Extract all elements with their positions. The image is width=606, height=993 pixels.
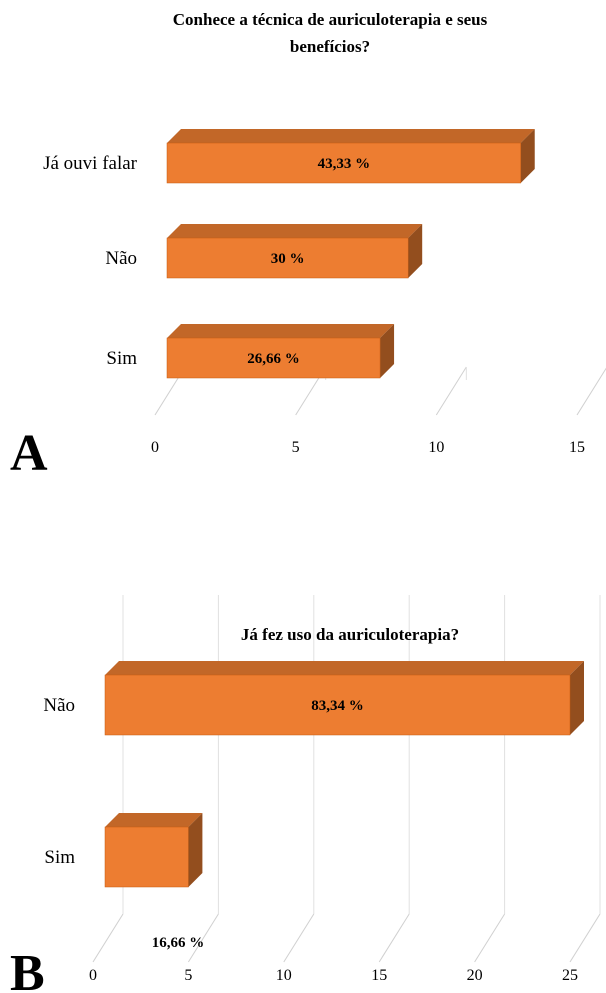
bar-side-face xyxy=(380,324,395,378)
bar-top-face xyxy=(105,661,584,675)
panel-label: B xyxy=(10,945,45,993)
bar xyxy=(166,237,409,279)
bar-side-face xyxy=(570,661,584,735)
tick-label: 20 xyxy=(467,967,483,984)
bar-top-face xyxy=(167,324,395,338)
gridline-diagonal xyxy=(569,913,601,963)
category-label: Não xyxy=(43,695,75,716)
bar-top-face xyxy=(167,224,423,238)
tick-label: 15 xyxy=(569,439,585,456)
bar xyxy=(104,674,571,736)
tick-label: 0 xyxy=(151,439,159,456)
tick-label: 10 xyxy=(428,439,444,456)
data-label: 16,66 % xyxy=(152,935,205,951)
chart-a: Conhece a técnica de auriculoterapia e s… xyxy=(10,10,606,482)
tick-label: 10 xyxy=(276,967,292,984)
bar xyxy=(166,337,381,379)
chart-title: benefícios? xyxy=(290,37,370,56)
bar-top-face xyxy=(105,813,203,827)
bar-side-face xyxy=(188,813,203,887)
gridline-diagonal xyxy=(187,913,219,963)
chart-title: Conhece a técnica de auriculoterapia e s… xyxy=(173,10,488,29)
tick-label: 15 xyxy=(371,967,387,984)
bar-side-face xyxy=(408,224,423,278)
tick-label: 25 xyxy=(562,967,578,984)
chart-b: Já fez uso da auriculoterapia? Não 83,34 %… xyxy=(10,595,601,993)
data-label: 30 % xyxy=(271,251,305,267)
gridline-diagonal xyxy=(474,913,506,963)
gridline-diagonal xyxy=(378,913,410,963)
gridline-diagonal xyxy=(435,366,467,416)
tick-label: 5 xyxy=(292,439,300,456)
gridline-diagonal xyxy=(92,913,124,963)
data-label: 26,66 % xyxy=(247,351,300,367)
category-label: Já ouvi falar xyxy=(43,153,138,174)
bar-side-face xyxy=(520,129,535,183)
tick-label: 5 xyxy=(184,967,192,984)
category-label: Não xyxy=(105,248,137,269)
data-label: 43,33 % xyxy=(318,156,371,172)
bar-top-face xyxy=(167,129,535,143)
tick-label: 0 xyxy=(89,967,97,984)
bar xyxy=(104,826,189,888)
gridline-diagonal xyxy=(283,913,315,963)
bar xyxy=(166,142,521,184)
chart-title: Já fez uso da auriculoterapia? xyxy=(241,625,459,644)
gridline-diagonal xyxy=(576,367,606,416)
data-label: 83,34 % xyxy=(311,698,364,714)
panel-label: A xyxy=(10,425,48,482)
category-label: Sim xyxy=(106,348,137,369)
category-label: Sim xyxy=(44,847,75,868)
